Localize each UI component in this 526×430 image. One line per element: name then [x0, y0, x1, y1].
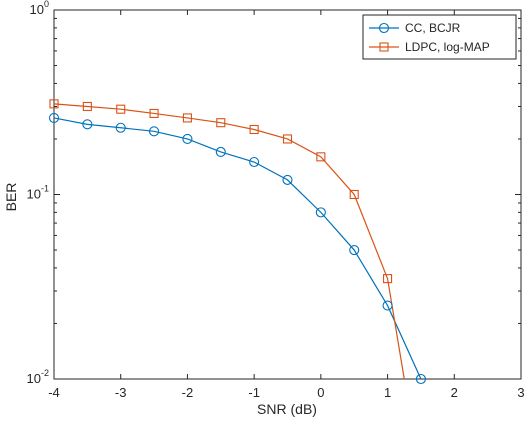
legend-marker-square — [379, 42, 389, 52]
y-tick-label: 10-2 — [27, 368, 49, 386]
x-tick-label: 3 — [517, 385, 524, 400]
series-line — [54, 103, 405, 379]
axes-box — [53, 9, 522, 380]
x-axis-label: SNR (dB) — [257, 401, 317, 417]
data-point-circle — [415, 373, 426, 385]
data-point-square — [349, 189, 359, 200]
legend-marker-circle — [378, 22, 390, 34]
data-point-square — [316, 152, 326, 162]
data-point-square — [149, 108, 159, 118]
data-point-square — [216, 118, 226, 128]
data-point-square — [82, 101, 92, 112]
data-point-square — [383, 274, 393, 284]
ticks-layer: -4 -3 -2 -1 0 1 2 3 10-2 10-1 100 — [27, 0, 525, 400]
data-point-square — [282, 134, 293, 144]
data-point-square — [116, 104, 126, 114]
data-point-circle — [82, 119, 93, 130]
y-tick-label: 10-1 — [27, 184, 49, 202]
data-point-circle — [149, 126, 160, 137]
x-tick-label: -3 — [115, 385, 127, 400]
legend: CC, BCJR LDPC, log-MAP — [362, 14, 517, 60]
y-tick-label: 100 — [30, 0, 49, 17]
y-axis-label: BER — [3, 183, 19, 212]
x-tick-label: 2 — [451, 385, 458, 400]
series-clip-group — [54, 103, 422, 379]
axes-frame — [53, 9, 522, 380]
data-point-circle — [182, 133, 193, 145]
data-point-circle — [48, 112, 60, 123]
data-point-square — [249, 124, 259, 135]
x-tick-label: -2 — [182, 385, 194, 400]
data-point-circle — [282, 174, 293, 185]
data-point-circle — [315, 207, 326, 218]
data-point-square — [182, 113, 192, 123]
x-tick-label: 1 — [384, 385, 391, 400]
data-point-circle — [249, 156, 260, 168]
x-tick-label: -1 — [248, 385, 260, 400]
data-point-circle — [382, 300, 393, 311]
data-point-circle — [349, 244, 360, 256]
data-point-circle — [115, 122, 126, 133]
series-layer — [48, 99, 426, 385]
data-point-square — [49, 99, 59, 109]
series-line — [54, 117, 422, 379]
legend-label: CC, BCJR — [405, 21, 461, 35]
data-point-circle — [215, 146, 226, 158]
x-tick-label: -4 — [48, 385, 60, 400]
legend-label: LDPC, log-MAP — [405, 40, 490, 54]
x-tick-label: 0 — [317, 385, 324, 400]
legend-box — [362, 14, 517, 60]
